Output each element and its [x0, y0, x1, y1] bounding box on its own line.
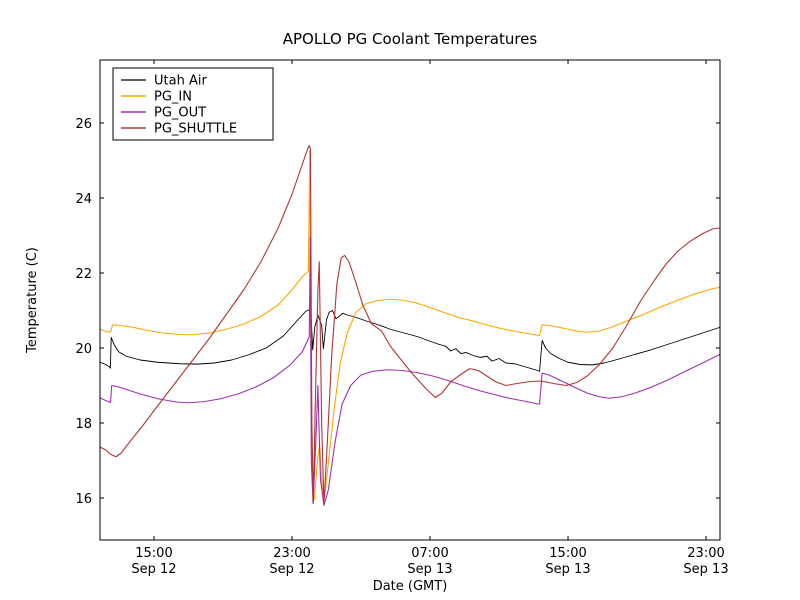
y-tick-label: 16 — [75, 492, 92, 507]
y-tick-label: 20 — [75, 342, 92, 357]
x-tick-label-date: Sep 13 — [545, 562, 590, 577]
y-axis-label: Temperature (C) — [25, 247, 40, 354]
series-line-pg-in — [99, 150, 721, 501]
x-tick-label-date: Sep 12 — [269, 562, 314, 577]
legend-label-pg-shuttle: PG_SHUTTLE — [154, 122, 237, 137]
y-tick-label: 24 — [75, 192, 92, 207]
x-tick-label-time: 07:00 — [411, 546, 448, 561]
y-tick-label: 22 — [75, 267, 92, 282]
x-tick-label-time: 15:00 — [549, 546, 586, 561]
series-line-pg-out — [99, 236, 721, 507]
legend-label-utah-air: Utah Air — [154, 74, 207, 89]
series-line-utah-air — [99, 309, 721, 372]
series-line-pg-shuttle — [99, 144, 721, 505]
chart-title: APOLLO PG Coolant Temperatures — [283, 30, 538, 48]
axes-frame — [99, 59, 721, 541]
x-tick-label-date: Sep 13 — [407, 562, 452, 577]
x-tick-label-time: 23:00 — [687, 546, 724, 561]
legend-label-pg-in: PG_IN — [154, 90, 192, 105]
x-tick-label-time: 15:00 — [135, 546, 172, 561]
y-tick-label: 18 — [75, 417, 92, 432]
x-tick-label-time: 23:00 — [273, 546, 310, 561]
y-tick-label: 26 — [75, 117, 92, 132]
x-axis-label: Date (GMT) — [373, 579, 448, 594]
x-tick-label-date: Sep 13 — [683, 562, 728, 577]
legend-label-pg-out: PG_OUT — [154, 106, 206, 121]
x-tick-label-date: Sep 12 — [131, 562, 176, 577]
